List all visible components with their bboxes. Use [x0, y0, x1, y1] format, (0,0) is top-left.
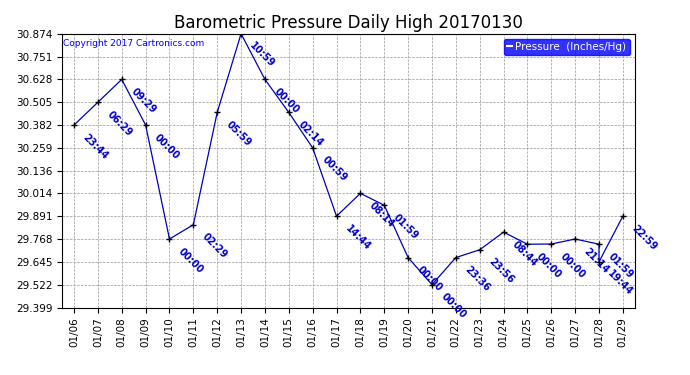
Text: 06:29: 06:29	[105, 109, 134, 138]
Text: 02:29: 02:29	[200, 232, 229, 261]
Text: 14:44: 14:44	[344, 223, 373, 252]
Text: 23:36: 23:36	[463, 264, 492, 294]
Title: Barometric Pressure Daily High 20170130: Barometric Pressure Daily High 20170130	[174, 14, 523, 32]
Text: 00:00: 00:00	[558, 251, 587, 280]
Text: 22:59: 22:59	[630, 223, 659, 252]
Text: 00:00: 00:00	[272, 86, 301, 116]
Text: 23:56: 23:56	[486, 257, 515, 286]
Text: 10:59: 10:59	[248, 41, 277, 70]
Text: 01:59: 01:59	[391, 212, 420, 241]
Legend: Pressure  (Inches/Hg): Pressure (Inches/Hg)	[504, 39, 629, 55]
Text: 09:29: 09:29	[129, 86, 158, 116]
Text: 00:00: 00:00	[152, 132, 181, 161]
Text: 01:59: 01:59	[606, 251, 635, 280]
Text: 23:44: 23:44	[81, 132, 110, 161]
Text: 19:44: 19:44	[606, 269, 635, 298]
Text: 08:44: 08:44	[511, 239, 540, 268]
Text: 21:14: 21:14	[582, 246, 611, 275]
Text: Copyright 2017 Cartronics.com: Copyright 2017 Cartronics.com	[63, 39, 204, 48]
Text: 00:00: 00:00	[439, 292, 468, 321]
Text: 00:00: 00:00	[415, 264, 444, 294]
Text: 02:14: 02:14	[296, 119, 325, 148]
Text: 00:59: 00:59	[319, 155, 348, 184]
Text: 05:59: 05:59	[224, 119, 253, 148]
Text: 00:00: 00:00	[534, 251, 563, 280]
Text: 00:00: 00:00	[177, 246, 206, 275]
Text: 08:14: 08:14	[367, 200, 397, 230]
